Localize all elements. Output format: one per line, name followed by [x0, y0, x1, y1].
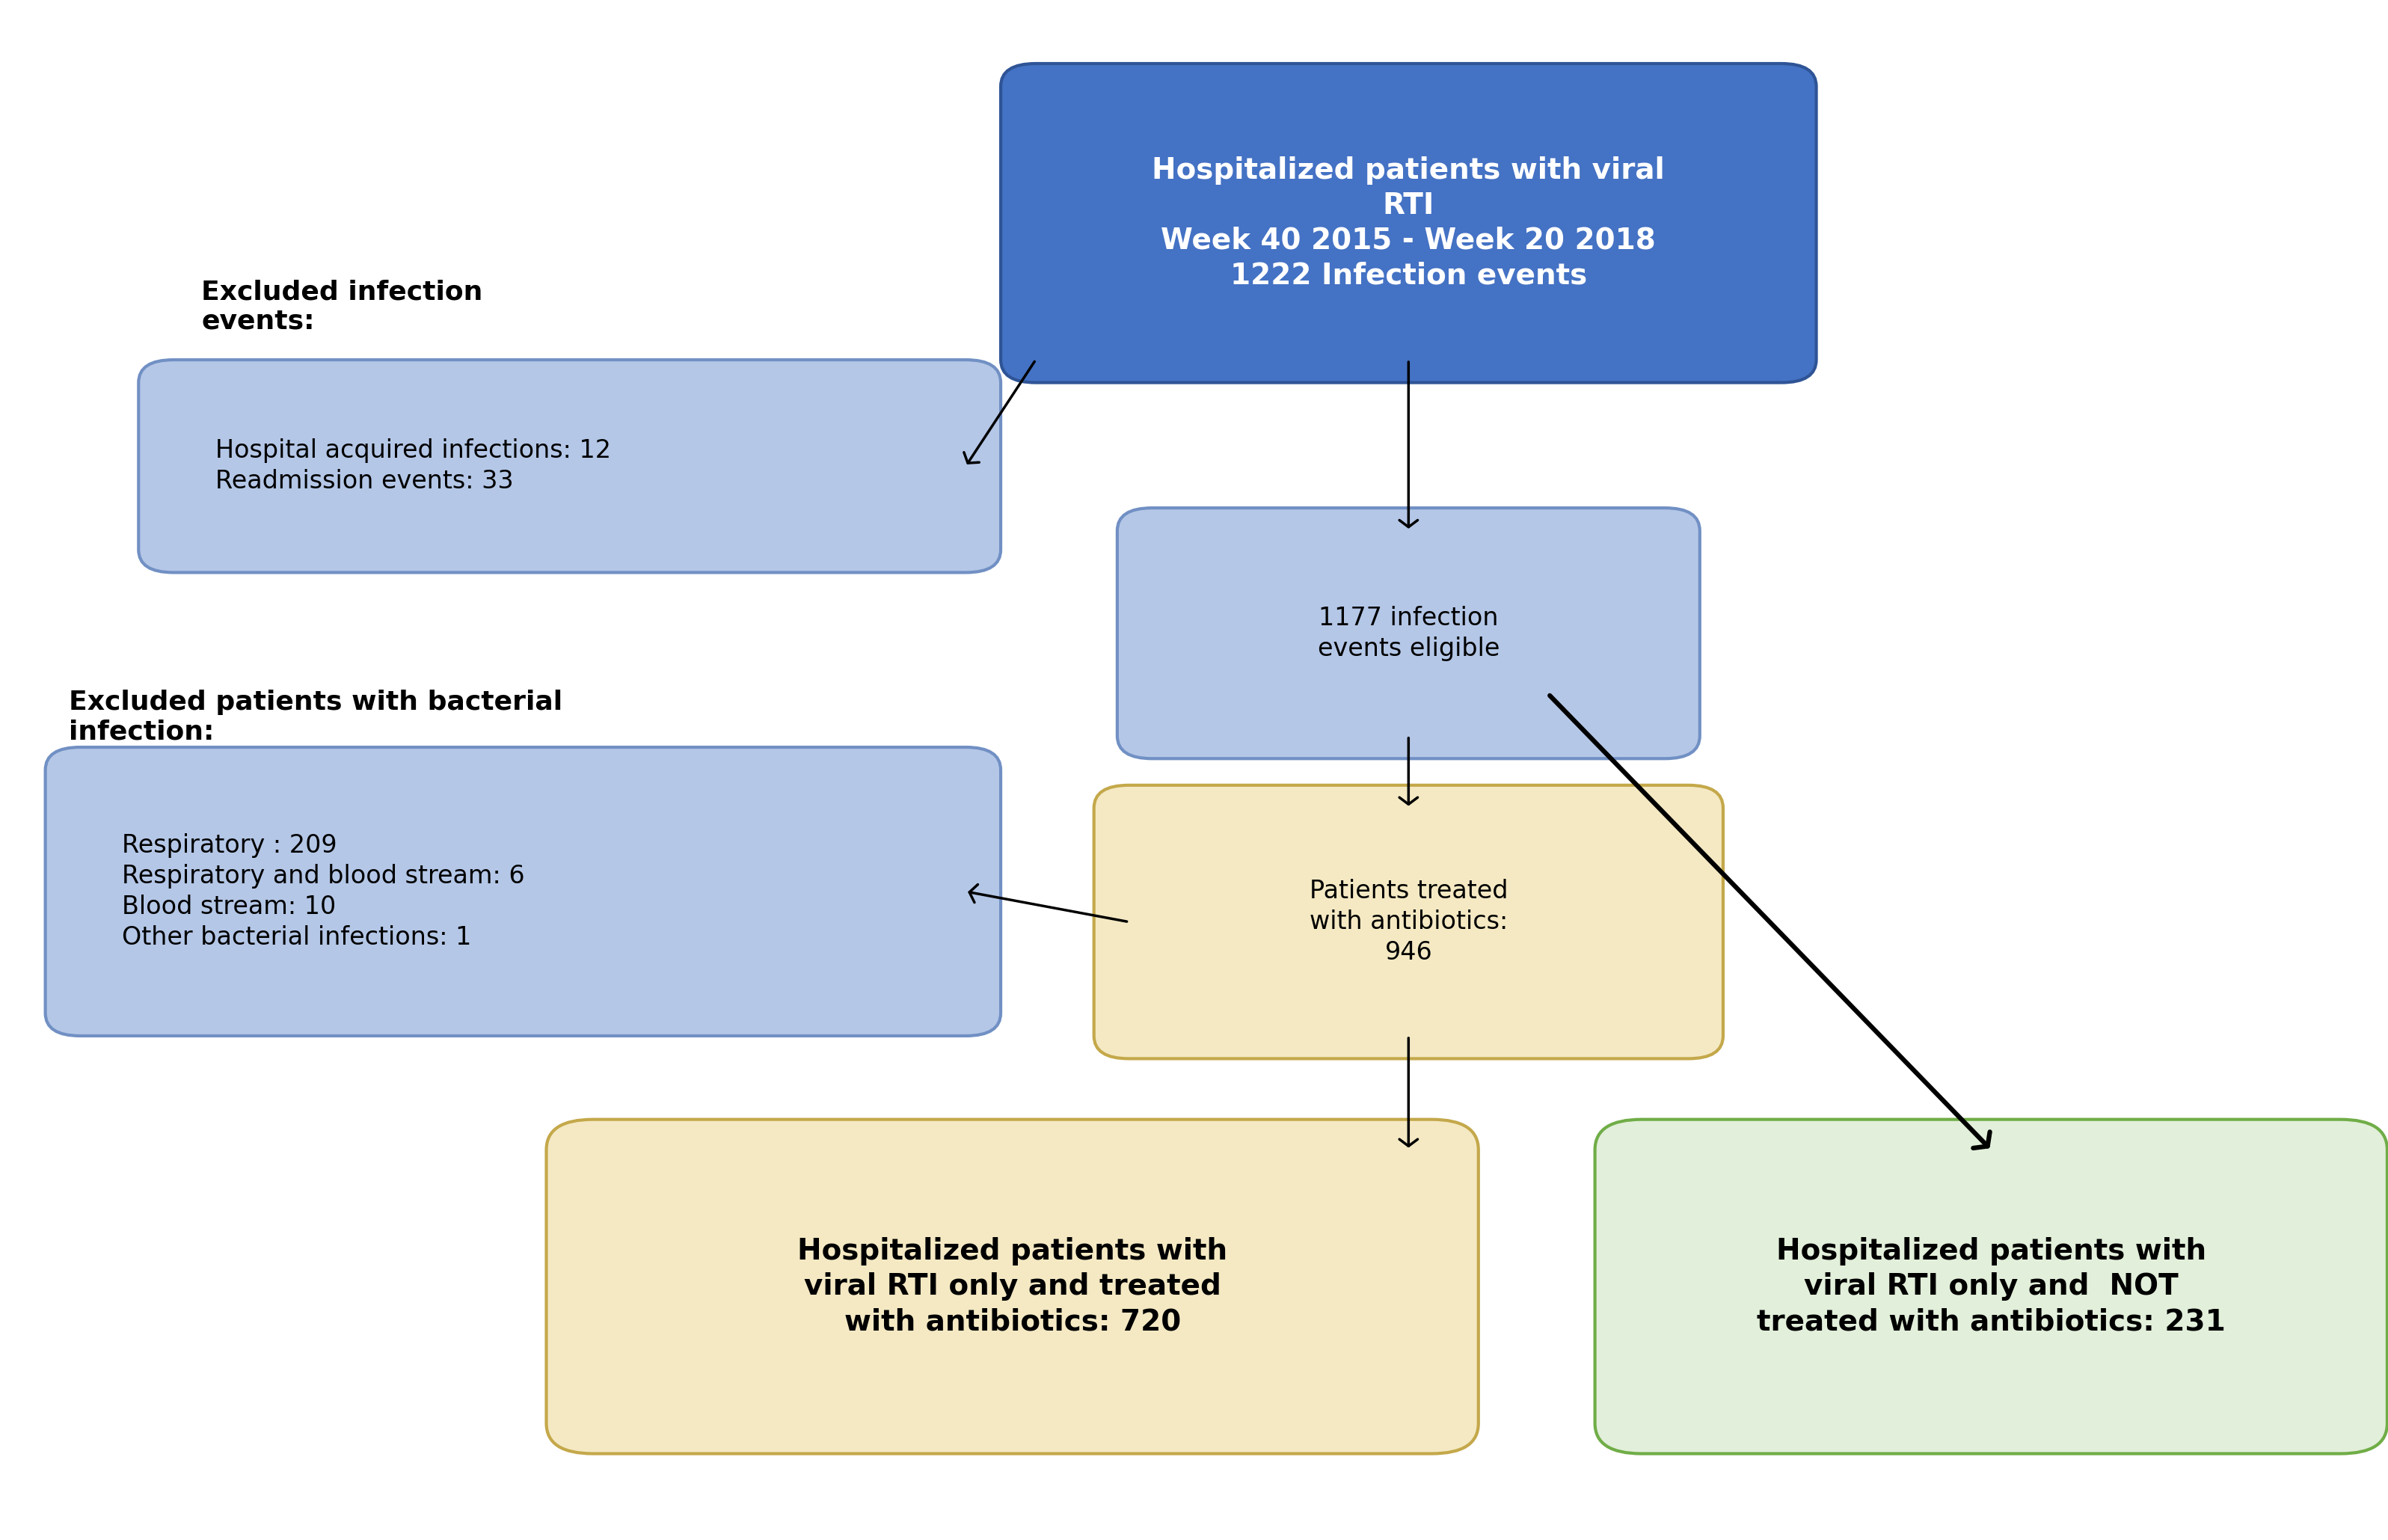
Text: Hospitalized patients with
viral RTI only and treated
with antibiotics: 720: Hospitalized patients with viral RTI onl… [798, 1237, 1227, 1335]
Text: Hospitalized patients with
viral RTI only and  NOT
treated with antibiotics: 231: Hospitalized patients with viral RTI onl… [1758, 1237, 2226, 1335]
FancyBboxPatch shape [1595, 1120, 2388, 1454]
FancyBboxPatch shape [1118, 508, 1700, 759]
FancyBboxPatch shape [45, 747, 1001, 1036]
Text: Hospitalized patients with viral
RTI
Week 40 2015 - Week 20 2018
1222 Infection : Hospitalized patients with viral RTI Wee… [1151, 156, 1664, 290]
FancyBboxPatch shape [1094, 785, 1724, 1058]
Text: 1177 infection
events eligible: 1177 infection events eligible [1318, 605, 1500, 661]
Text: Hospital acquired infections: 12
Readmission events: 33: Hospital acquired infections: 12 Readmis… [215, 439, 611, 494]
FancyBboxPatch shape [1001, 63, 1817, 382]
FancyBboxPatch shape [547, 1120, 1478, 1454]
Text: Respiratory : 209
Respiratory and blood stream: 6
Blood stream: 10
Other bacteri: Respiratory : 209 Respiratory and blood … [122, 833, 525, 950]
FancyBboxPatch shape [139, 360, 1001, 573]
Text: Excluded infection
events:: Excluded infection events: [201, 279, 482, 334]
Text: Patients treated
with antibiotics:
946: Patients treated with antibiotics: 946 [1309, 879, 1507, 964]
Text: Excluded patients with bacterial
infection:: Excluded patients with bacterial infecti… [69, 690, 561, 744]
